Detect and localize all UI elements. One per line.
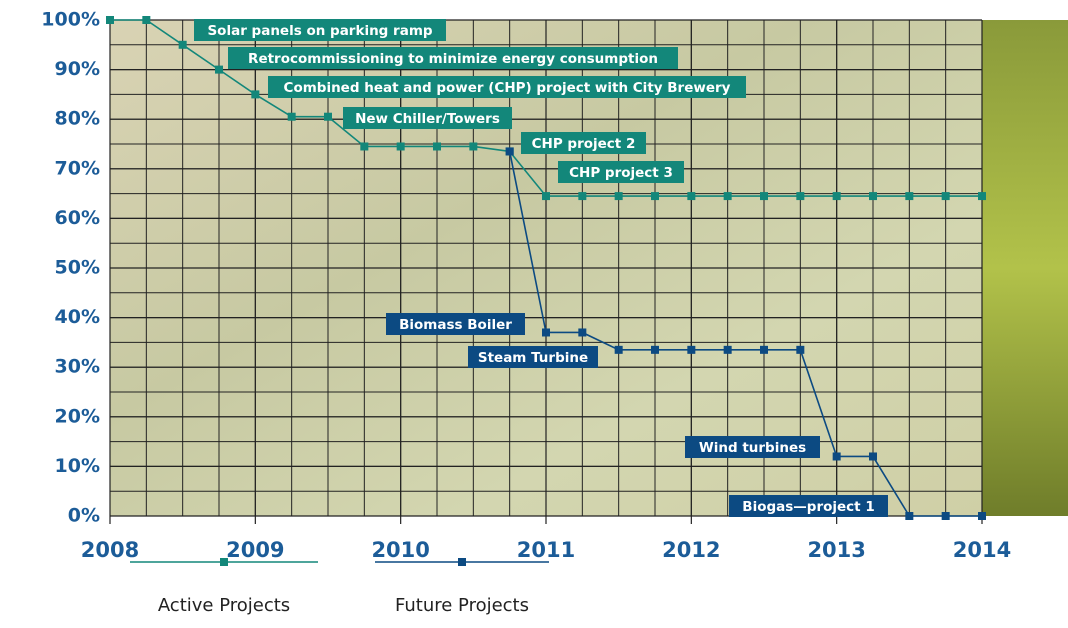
y-tick-label: 0%	[68, 505, 100, 527]
annotation: New Chiller/Towers	[355, 111, 500, 127]
data-point	[288, 113, 296, 121]
data-point	[397, 142, 405, 150]
data-point	[142, 16, 150, 24]
x-tick-label: 2012	[662, 538, 720, 562]
data-point	[869, 452, 877, 460]
annotation: Steam Turbine	[478, 350, 588, 366]
data-point	[905, 512, 913, 520]
data-point	[651, 192, 659, 200]
annotation: Biomass Boiler	[399, 317, 512, 333]
y-tick-label: 50%	[55, 257, 100, 279]
data-point	[796, 346, 804, 354]
y-tick-label: 30%	[55, 356, 100, 378]
y-tick-label: 70%	[55, 157, 100, 179]
data-point	[542, 192, 550, 200]
data-point	[760, 192, 768, 200]
x-tick-label: 2011	[517, 538, 575, 562]
data-point	[651, 346, 659, 354]
data-point	[578, 328, 586, 336]
annotation: CHP project 2	[532, 136, 636, 152]
y-tick-label: 40%	[55, 306, 100, 328]
data-point	[833, 452, 841, 460]
data-point	[687, 192, 695, 200]
data-point	[978, 192, 986, 200]
y-tick-label: 20%	[55, 405, 100, 427]
data-point	[724, 192, 732, 200]
data-point	[106, 16, 114, 24]
chart: 0% 10% 20% 30% 40% 50% 60% 70% 80% 90% 100% 2008 200…	[0, 0, 1068, 628]
x-tick-label: 2013	[807, 538, 865, 562]
data-point	[251, 90, 259, 98]
data-point	[905, 192, 913, 200]
data-point	[542, 328, 550, 336]
data-point	[978, 512, 986, 520]
data-point	[724, 346, 732, 354]
legend-marker	[220, 558, 228, 566]
annotation: Retrocommissioning to minimize energy co…	[248, 51, 658, 67]
annotation: Biogas—project 1	[742, 499, 874, 515]
data-point	[942, 192, 950, 200]
data-point	[469, 142, 477, 150]
legend-marker	[458, 558, 466, 566]
photo-strip	[982, 20, 1068, 516]
annotation: Combined heat and power (CHP) project wi…	[284, 80, 731, 96]
x-tick-label: 2010	[371, 538, 429, 562]
data-point	[942, 512, 950, 520]
data-point	[833, 192, 841, 200]
data-point	[687, 346, 695, 354]
x-tick-label: 2008	[81, 538, 139, 562]
data-point	[179, 41, 187, 49]
data-point	[615, 192, 623, 200]
x-tick-label: 2014	[953, 538, 1011, 562]
x-tick-label: 2009	[226, 538, 284, 562]
data-point	[324, 113, 332, 121]
data-point	[615, 346, 623, 354]
data-point	[360, 142, 368, 150]
data-point	[578, 192, 586, 200]
data-point	[215, 66, 223, 74]
data-point	[796, 192, 804, 200]
annotation: Solar panels on parking ramp	[207, 23, 432, 39]
data-point	[433, 142, 441, 150]
y-tick-label: 60%	[55, 207, 100, 229]
annotation: Wind turbines	[699, 440, 806, 456]
y-tick-label: 10%	[55, 455, 100, 477]
annotation: CHP project 3	[569, 165, 673, 181]
y-tick-label: 80%	[55, 108, 100, 130]
data-point	[506, 147, 514, 155]
legend-label: Future Projects	[395, 595, 529, 616]
y-tick-label: 100%	[41, 9, 100, 31]
data-point	[760, 346, 768, 354]
legend-label: Active Projects	[158, 595, 290, 616]
data-point	[869, 192, 877, 200]
y-tick-label: 90%	[55, 58, 100, 80]
